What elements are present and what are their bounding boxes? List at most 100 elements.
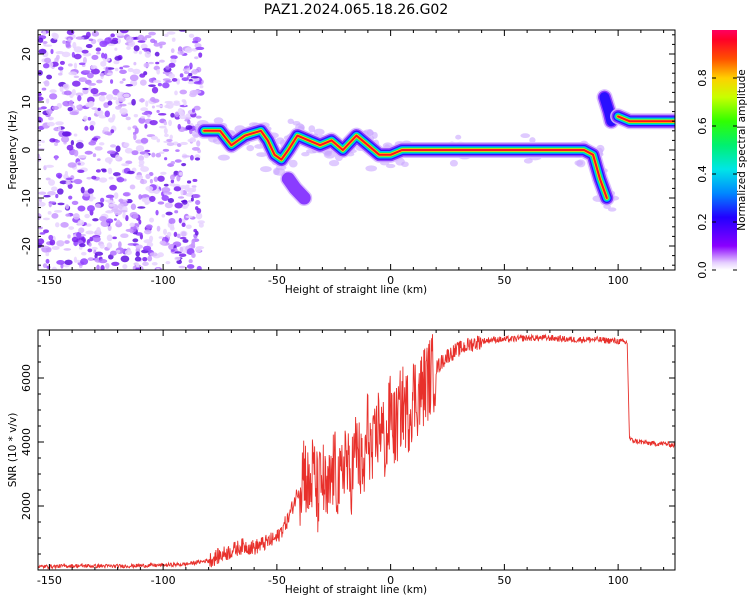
noise-blob	[173, 186, 182, 192]
noise-blob	[89, 236, 94, 242]
noise-blob	[193, 105, 201, 111]
noise-blob	[51, 245, 60, 251]
noise-blob	[115, 32, 125, 37]
noise-blob	[193, 81, 202, 85]
noise-blob	[107, 43, 115, 46]
noise-blob	[181, 222, 186, 227]
track-haze	[288, 159, 298, 168]
noise-blob	[53, 209, 63, 213]
noise-blob	[56, 260, 65, 265]
upper-frequency-track	[617, 115, 675, 123]
colorbar-ticks: 0.0 0.2 0.4 0.6 0.8	[696, 69, 737, 279]
noise-blob	[171, 77, 178, 82]
noise-blob	[159, 59, 165, 63]
noise-blob	[185, 224, 192, 229]
noise-blob	[89, 198, 94, 202]
noise-blob	[131, 150, 139, 156]
noise-blob	[192, 178, 198, 182]
noise-blob	[49, 93, 58, 100]
noise-blob	[59, 60, 65, 65]
noise-blob	[156, 138, 161, 143]
noise-blob	[185, 125, 193, 130]
noise-blob	[38, 191, 47, 195]
noise-blob	[88, 141, 97, 146]
noise-blob	[124, 147, 133, 154]
noise-blob	[46, 74, 53, 80]
track-haze	[217, 154, 230, 161]
noise-blob	[169, 174, 175, 181]
noise-blob	[165, 80, 173, 83]
noise-blob	[90, 65, 96, 70]
noise-blob	[107, 254, 114, 260]
noise-blob	[66, 144, 74, 151]
noise-blob	[47, 116, 55, 121]
noise-blob	[195, 206, 199, 211]
track-haze	[324, 150, 332, 157]
noise-blob	[88, 242, 92, 247]
noise-blob	[188, 200, 192, 203]
track-haze	[607, 207, 617, 212]
noise-blob	[55, 172, 63, 179]
noise-blob	[162, 71, 167, 75]
noise-blob	[62, 100, 71, 107]
noise-blob	[46, 121, 55, 127]
noise-blob	[158, 151, 165, 155]
noise-blob	[103, 53, 108, 60]
noise-blob	[78, 62, 86, 66]
noise-blob	[57, 202, 65, 206]
noise-blob	[122, 78, 126, 82]
noise-blob	[62, 84, 68, 89]
noise-blob	[65, 41, 71, 48]
noise-blob	[58, 72, 63, 76]
noise-blob	[158, 41, 167, 46]
noise-blob	[61, 51, 71, 58]
noise-blob	[89, 193, 94, 199]
noise-blob	[38, 112, 41, 117]
noise-blob	[115, 249, 121, 254]
noise-blob	[144, 123, 148, 129]
noise-blob	[187, 119, 191, 125]
noise-blob	[185, 184, 190, 188]
noise-blob	[198, 52, 203, 58]
noise-blob	[65, 204, 70, 210]
noise-blob	[45, 252, 50, 257]
noise-blob	[112, 113, 116, 121]
noise-blob	[38, 107, 43, 111]
noise-blob	[132, 82, 138, 86]
noise-blob	[191, 146, 200, 151]
noise-blob	[164, 133, 169, 138]
noise-blob	[119, 66, 124, 70]
noise-blob	[132, 214, 139, 219]
noise-blob	[178, 253, 187, 258]
noise-blob	[113, 192, 119, 200]
noise-blob	[47, 191, 56, 196]
noise-blob	[81, 49, 89, 54]
noise-blob	[199, 85, 204, 89]
noise-blob	[82, 56, 87, 64]
noise-blob	[192, 89, 202, 94]
spectrogram-y-ticks: -20 -10 0 10 20	[20, 34, 675, 266]
noise-blob	[51, 212, 59, 219]
noise-blob	[133, 61, 137, 66]
noise-blob	[48, 234, 54, 241]
x-tick-label: -150	[37, 574, 62, 587]
noise-blob	[125, 160, 133, 165]
noise-blob	[91, 246, 98, 250]
noise-blob	[38, 96, 44, 102]
noise-blob	[147, 255, 153, 262]
noise-blob	[97, 107, 101, 112]
noise-blob	[175, 149, 180, 152]
noise-blob	[135, 262, 140, 268]
noise-blob	[38, 238, 45, 245]
noise-blob	[99, 216, 107, 222]
noise-blob	[181, 77, 189, 82]
noise-blob	[49, 239, 56, 246]
noise-blob	[50, 48, 54, 55]
noise-blob	[45, 164, 54, 168]
track-haze	[328, 160, 340, 167]
noise-blob	[143, 62, 150, 68]
noise-blob	[181, 231, 187, 237]
noise-blob	[149, 252, 158, 257]
noise-blob	[95, 169, 101, 173]
